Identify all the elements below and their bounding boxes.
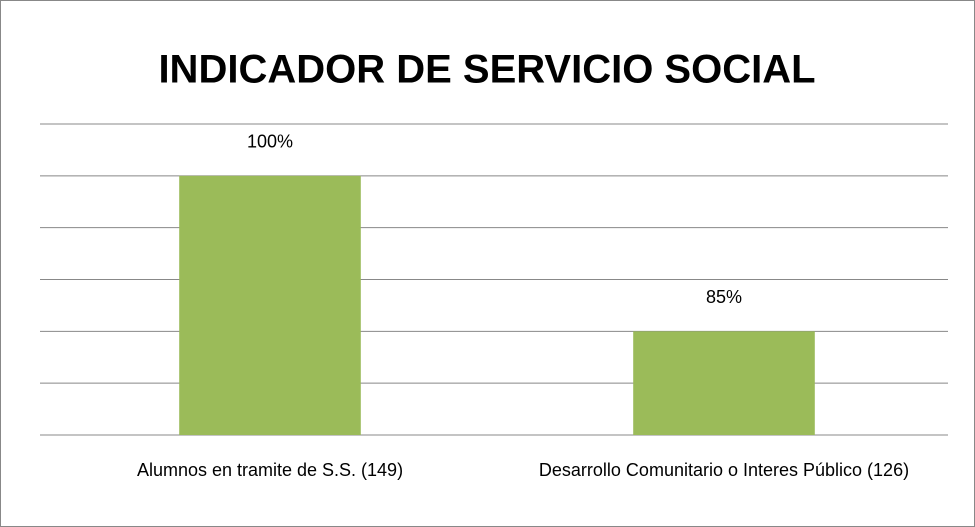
bar bbox=[179, 175, 361, 436]
bar bbox=[633, 331, 815, 435]
x-tick-label: Desarrollo Comunitario o Interes Público… bbox=[538, 460, 910, 480]
data-label: 85% bbox=[706, 287, 742, 307]
chart-title: INDICADOR DE SERVICIO SOCIAL bbox=[158, 48, 815, 92]
data-label: 100% bbox=[247, 132, 293, 152]
x-tick-label: Alumnos en tramite de S.S. (149) bbox=[136, 460, 404, 480]
